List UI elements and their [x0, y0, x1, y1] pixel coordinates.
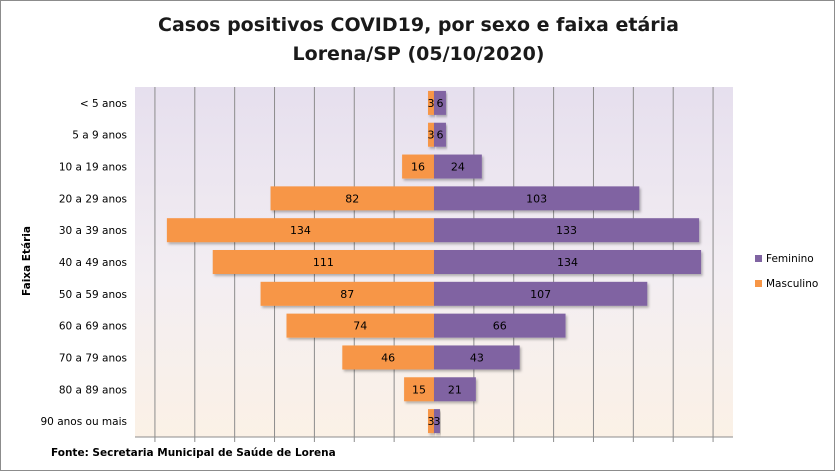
category-tick-label: 5 a 9 anos: [72, 130, 127, 142]
bar-masculino: [166, 218, 435, 243]
data-label-masculino: 111: [313, 256, 334, 269]
category-tick-label: 10 a 19 anos: [59, 162, 127, 174]
data-label-masculino: 16: [411, 161, 425, 174]
bar-masculino: [270, 186, 434, 211]
data-label-masculino: 3: [428, 415, 435, 428]
category-tick-label: 30 a 39 anos: [59, 225, 127, 237]
bars: [166, 90, 702, 434]
bar-feminino: [434, 154, 482, 179]
category-tick-label: 50 a 59 anos: [59, 289, 127, 301]
bar-feminino: [434, 409, 440, 434]
data-label-feminino: 66: [493, 320, 507, 333]
category-tick-label: 90 anos ou mais: [41, 416, 128, 428]
legend-swatch: [755, 280, 762, 287]
y-axis-label: Faixa Etária: [21, 226, 33, 296]
legend-swatch: [755, 255, 762, 262]
category-tick-label: 20 a 29 anos: [59, 193, 127, 205]
bar-feminino: [434, 218, 700, 243]
bar-masculino: [286, 313, 434, 338]
bar-feminino: [434, 122, 446, 147]
data-label-feminino: 43: [470, 351, 484, 364]
data-label-masculino: 15: [412, 383, 426, 396]
bar-masculino: [404, 377, 434, 402]
data-label-feminino: 133: [556, 224, 577, 237]
legend-entry: Masculino: [766, 278, 818, 290]
data-label-feminino: 107: [530, 288, 551, 301]
data-label-masculino: 134: [290, 224, 311, 237]
legend-entry: Feminino: [766, 253, 814, 265]
data-label-feminino: 24: [451, 161, 465, 174]
bar-feminino: [434, 313, 566, 338]
category-tick-labels: < 5 anos 5 a 9 anos 10 a 19 anos 20 a 29 an…: [41, 98, 128, 428]
bar-masculino: [212, 250, 434, 274]
category-tick-label: < 5 anos: [80, 98, 127, 110]
bar-feminino: [434, 377, 476, 402]
bar-feminino: [434, 250, 702, 274]
category-tick-label: 70 a 79 anos: [59, 352, 127, 364]
bar-masculino: [402, 154, 434, 179]
bar-feminino: [434, 345, 520, 370]
data-label-feminino: 103: [526, 192, 547, 205]
data-label-feminino: 6: [436, 129, 443, 142]
source-note: Fonte: Secretaria Municipal de Saúde de …: [51, 447, 336, 459]
data-label-feminino: 134: [557, 256, 578, 269]
data-label-masculino: 74: [353, 320, 367, 333]
chart-title-line-1: Casos positivos COVID19, por sexo e faix…: [158, 14, 679, 36]
category-tick-label: 40 a 49 anos: [59, 257, 127, 269]
bar-feminino: [434, 281, 648, 306]
category-tick-label: 80 a 89 anos: [59, 384, 127, 396]
bar-feminino: [434, 186, 640, 211]
bar-masculino: [428, 122, 434, 147]
chart-title-line-2: Lorena/SP (05/10/2020): [292, 43, 545, 65]
data-label-feminino: 3: [433, 415, 440, 428]
category-tick-label: 60 a 69 anos: [59, 321, 127, 333]
bar-feminino: [434, 90, 446, 115]
data-label-masculino: 3: [428, 129, 435, 142]
data-label-feminino: 6: [436, 97, 443, 110]
bar-masculino: [260, 281, 434, 306]
legend: Feminino Masculino: [755, 253, 818, 290]
data-label-masculino: 82: [345, 192, 359, 205]
bar-masculino: [428, 90, 434, 115]
data-label-feminino: 21: [448, 383, 462, 396]
data-label-masculino: 46: [381, 351, 395, 364]
bar-masculino: [342, 345, 434, 370]
bar-masculino: [428, 409, 434, 434]
data-label-masculino: 3: [428, 97, 435, 110]
chart-title: Casos positivos COVID19, por sexo e faix…: [1, 11, 834, 69]
data-label-masculino: 87: [340, 288, 354, 301]
